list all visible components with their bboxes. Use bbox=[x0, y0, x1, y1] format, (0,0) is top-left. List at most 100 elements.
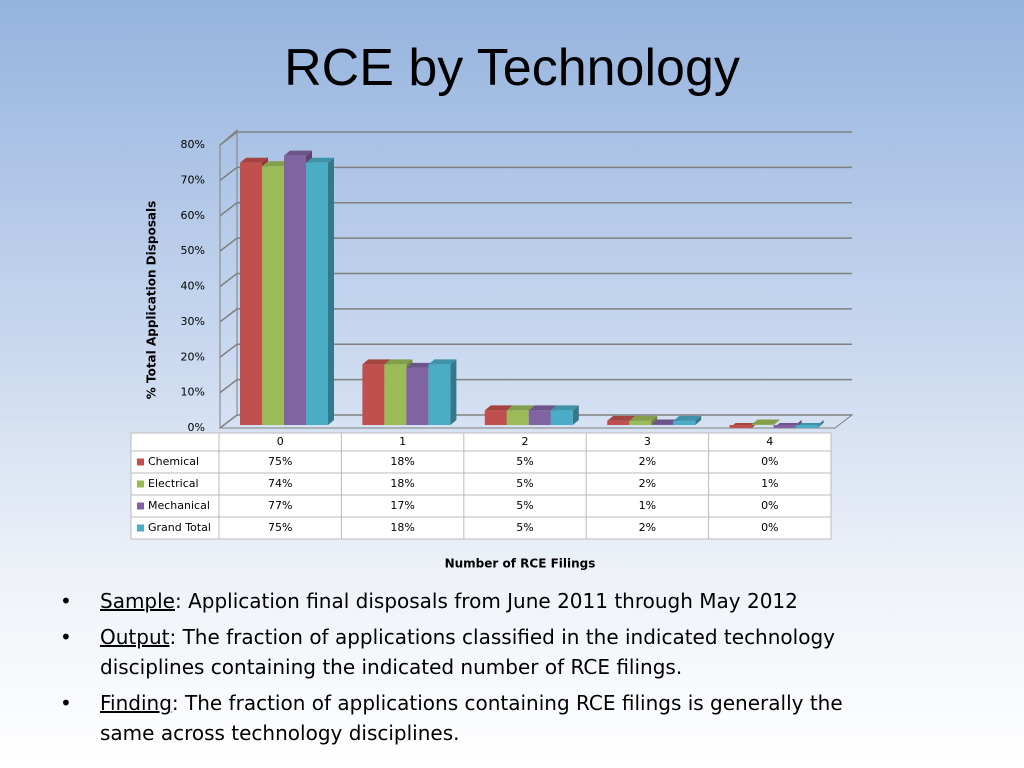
bullet-term: Output bbox=[100, 625, 170, 649]
bar-side bbox=[773, 419, 780, 425]
bar-top bbox=[262, 161, 290, 167]
bar-top bbox=[528, 405, 557, 411]
grid-line bbox=[219, 414, 852, 429]
y-tick-label: 80% bbox=[181, 138, 205, 151]
grid-line bbox=[219, 166, 852, 181]
bar bbox=[673, 420, 696, 425]
y-tick-label: 60% bbox=[181, 209, 205, 222]
bullet-text: : The fraction of applications classifie… bbox=[100, 625, 835, 679]
table-value: 75% bbox=[268, 521, 292, 534]
table-value: 18% bbox=[390, 455, 414, 468]
bullet-list: Sample: Application final disposals from… bbox=[60, 586, 900, 754]
y-tick-label: 0% bbox=[188, 421, 205, 434]
table-value: 0% bbox=[761, 521, 778, 534]
y-tick-label: 70% bbox=[181, 173, 205, 186]
bar bbox=[240, 162, 262, 425]
table-value: 5% bbox=[516, 455, 533, 468]
x-tick-label: 3 bbox=[644, 435, 651, 448]
y-tick-label: 30% bbox=[181, 315, 205, 328]
x-tick-label: 1 bbox=[399, 435, 406, 448]
bar-top bbox=[751, 419, 780, 425]
table-value: 2% bbox=[639, 455, 656, 468]
table-value: 77% bbox=[268, 499, 292, 512]
bar-side bbox=[450, 359, 457, 425]
bullet: Finding: The fraction of applications co… bbox=[60, 688, 900, 748]
bar bbox=[651, 424, 674, 425]
table-value: 0% bbox=[761, 455, 778, 468]
table-value: 2% bbox=[639, 521, 656, 534]
x-tick-label: 0 bbox=[277, 435, 284, 448]
table-value: 5% bbox=[516, 521, 533, 534]
bar-top bbox=[607, 415, 636, 421]
bar-top bbox=[651, 419, 680, 425]
legend-swatch bbox=[137, 524, 144, 532]
bar bbox=[362, 364, 385, 425]
bar-top bbox=[406, 362, 435, 368]
bullet: Sample: Application final disposals from… bbox=[60, 586, 900, 616]
bar bbox=[284, 155, 306, 426]
legend-swatch bbox=[137, 502, 144, 510]
bar bbox=[528, 410, 551, 425]
bullet: Output: The fraction of applications cla… bbox=[60, 622, 900, 682]
table-value: 0% bbox=[761, 499, 778, 512]
bar bbox=[795, 425, 818, 428]
table-value: 17% bbox=[390, 499, 414, 512]
grid-line bbox=[219, 272, 852, 288]
bar-top bbox=[284, 150, 312, 156]
bar-top bbox=[306, 157, 334, 163]
legend-swatch bbox=[137, 480, 144, 488]
bar-top bbox=[506, 405, 535, 411]
grid-line bbox=[219, 308, 852, 323]
bar-side bbox=[695, 415, 702, 425]
bar-side bbox=[651, 415, 658, 425]
slide-title: RCE by Technology bbox=[284, 39, 740, 97]
y-tick-label: 20% bbox=[181, 350, 205, 363]
bar bbox=[629, 420, 652, 425]
table-value: 5% bbox=[516, 477, 533, 490]
grid-line bbox=[219, 202, 852, 217]
bar-side bbox=[328, 157, 334, 425]
y-tick-label: 40% bbox=[181, 280, 205, 293]
bar bbox=[607, 420, 630, 425]
table-value: 5% bbox=[516, 499, 533, 512]
bullet-term: Finding bbox=[100, 691, 172, 715]
y-axis-label: % Total Application Disposals bbox=[145, 201, 159, 399]
bar bbox=[428, 364, 451, 425]
bar bbox=[751, 424, 774, 425]
table-value: 18% bbox=[390, 521, 414, 534]
bullet-text: : Application final disposals from June … bbox=[175, 589, 798, 613]
bar-top bbox=[362, 359, 391, 365]
y-tick-label: 50% bbox=[181, 244, 205, 257]
table-value: 2% bbox=[639, 477, 656, 490]
grid-line bbox=[219, 237, 852, 252]
legend-label: Mechanical bbox=[148, 499, 210, 512]
bar bbox=[484, 410, 507, 425]
table-value: 18% bbox=[390, 477, 414, 490]
bar bbox=[406, 367, 429, 425]
bar-top bbox=[428, 359, 457, 365]
bar bbox=[384, 364, 407, 425]
bar bbox=[506, 410, 529, 425]
table-value: 1% bbox=[639, 499, 656, 512]
bar bbox=[729, 425, 752, 428]
bar bbox=[773, 425, 796, 428]
data-table bbox=[130, 432, 832, 540]
table-value: 74% bbox=[268, 477, 292, 490]
bar bbox=[306, 162, 328, 425]
grid-line bbox=[219, 343, 852, 358]
bar-top bbox=[384, 359, 413, 365]
legend-label: Electrical bbox=[148, 477, 199, 490]
bar-top bbox=[673, 415, 702, 421]
bullet-term: Sample bbox=[100, 589, 175, 613]
bar-top bbox=[629, 415, 658, 421]
bar-top bbox=[550, 405, 579, 411]
table-value: 1% bbox=[761, 477, 778, 490]
legend-label: Chemical bbox=[148, 455, 199, 468]
bar bbox=[262, 166, 284, 425]
x-axis-label: Number of RCE Filings bbox=[445, 557, 596, 571]
x-tick-label: 2 bbox=[522, 435, 529, 448]
table-value: 75% bbox=[268, 455, 292, 468]
bullet-text: : The fraction of applications containin… bbox=[100, 691, 843, 745]
